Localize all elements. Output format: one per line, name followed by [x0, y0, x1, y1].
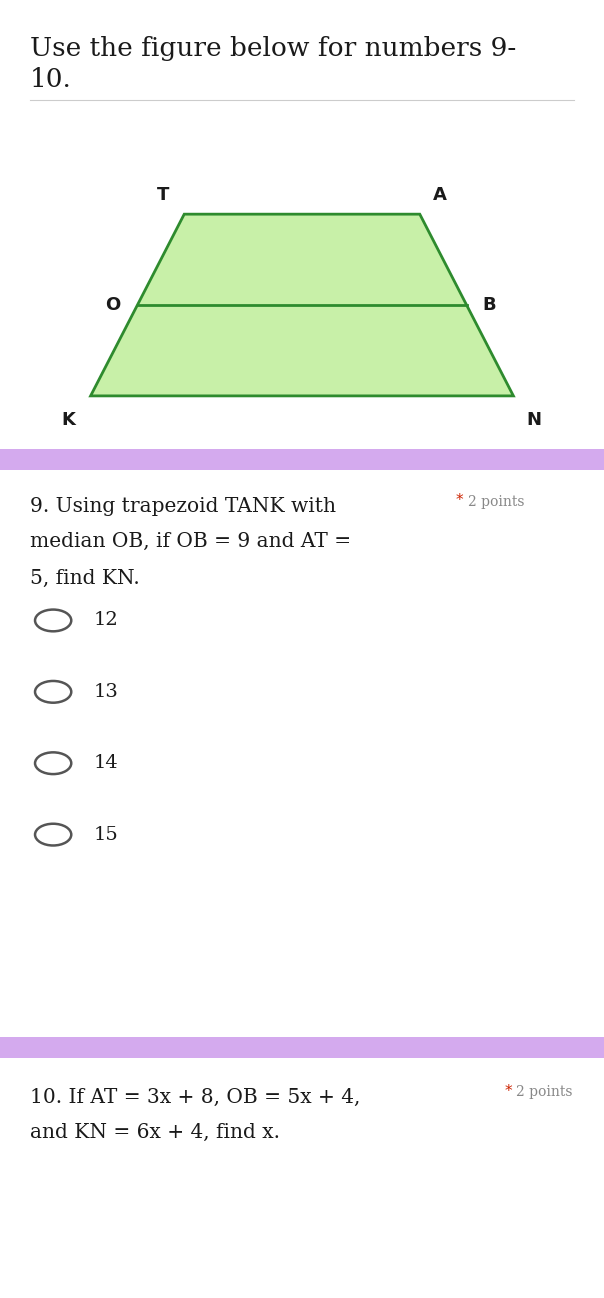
- Bar: [0, 1037, 604, 1058]
- Text: *: *: [456, 493, 464, 509]
- Text: A: A: [433, 186, 447, 204]
- Text: 13: 13: [94, 683, 118, 701]
- Text: median OB, if OB = 9 and AT =: median OB, if OB = 9 and AT =: [30, 532, 352, 552]
- Text: Use the figure below for numbers 9-: Use the figure below for numbers 9-: [30, 36, 516, 61]
- Text: T: T: [157, 186, 169, 204]
- Text: 12: 12: [94, 611, 118, 630]
- Text: 14: 14: [94, 754, 118, 772]
- Text: K: K: [62, 411, 76, 430]
- Text: B: B: [482, 296, 496, 314]
- Text: 2 points: 2 points: [468, 495, 525, 509]
- Text: 10. If AT = 3x + 8, OB = 5x + 4,: 10. If AT = 3x + 8, OB = 5x + 4,: [30, 1088, 361, 1107]
- Text: O: O: [106, 296, 121, 314]
- Bar: [0, 449, 604, 470]
- Text: 15: 15: [94, 826, 118, 844]
- Text: and KN = 6x + 4, find x.: and KN = 6x + 4, find x.: [30, 1123, 280, 1142]
- Polygon shape: [91, 214, 513, 396]
- Text: 5, find KN.: 5, find KN.: [30, 569, 140, 588]
- Text: *: *: [504, 1084, 512, 1099]
- Text: 10.: 10.: [30, 67, 72, 92]
- Text: 9. Using trapezoid TANK with: 9. Using trapezoid TANK with: [30, 497, 336, 517]
- Text: N: N: [527, 411, 542, 430]
- Text: 2 points: 2 points: [516, 1085, 573, 1099]
